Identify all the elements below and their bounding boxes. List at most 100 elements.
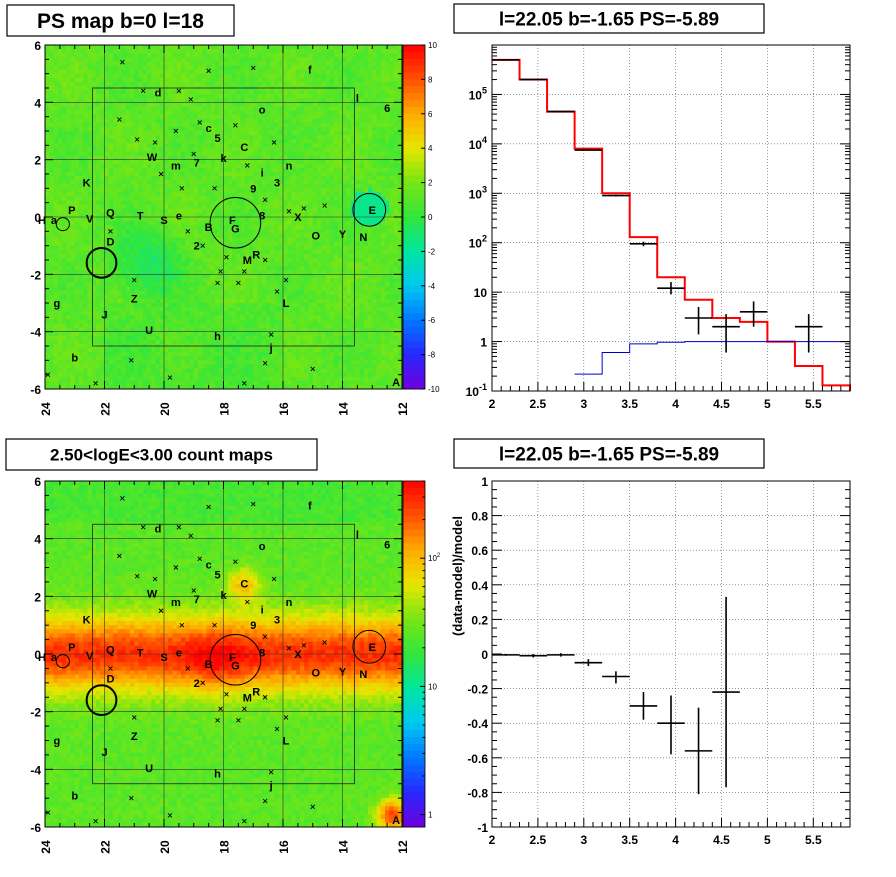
heatmap-cell [190,266,195,271]
heatmap-cell [241,287,246,292]
heatmap-cell [105,188,110,193]
heatmap-cell [275,192,280,197]
heatmap-cell [83,86,88,91]
heatmap-cell [109,143,114,148]
heatmap-cell [215,82,220,87]
heatmap-cell [117,303,122,308]
heatmap-cell [83,287,88,292]
heatmap-cell [292,78,297,83]
heatmap-cell [292,119,297,124]
heatmap-cell [147,233,152,238]
heatmap-cell [88,364,93,369]
heatmap-cell [173,307,178,312]
heatmap-cell [134,90,139,95]
heatmap-cell [262,225,267,230]
heatmap-cell [79,377,84,382]
heatmap-cell [168,49,173,54]
heatmap-cell [122,225,127,230]
heatmap-cell [194,283,199,288]
heatmap-cell [49,369,54,374]
heatmap-cell [185,217,190,222]
heatmap-cell [275,135,280,140]
heatmap-cell [105,283,110,288]
heatmap-cell [236,217,241,222]
heatmap-cell [139,197,144,202]
heatmap-cell [58,332,63,337]
heatmap-cell [109,53,114,58]
heatmap-cell [211,356,216,361]
heatmap-cell [45,65,50,70]
heatmap-cell [71,364,76,369]
heatmap-cell [181,381,186,386]
heatmap-cell [164,106,169,111]
heatmap-cell [262,274,267,279]
heatmap-cell [173,139,178,144]
heatmap-cell [62,360,67,365]
heatmap-cell [190,295,195,300]
heatmap-cell [109,106,114,111]
heatmap-cell [164,45,169,50]
heatmap-cell [54,176,59,181]
heatmap-cell [139,94,144,99]
heatmap-cell [54,323,59,328]
heatmap-cell [262,369,267,374]
heatmap-cell [215,74,220,79]
heatmap-cell [105,57,110,62]
heatmap-cell [287,332,292,337]
heatmap-cell [147,377,152,382]
heatmap-cell [296,188,301,193]
heatmap-cell [232,356,237,361]
heatmap-cell [66,147,71,152]
heatmap-cell [228,315,233,320]
heatmap-cell [126,90,131,95]
heatmap-cell [241,160,246,165]
heatmap-cell [147,283,152,288]
heatmap-cell [66,348,71,353]
heatmap-cell [215,217,220,222]
heatmap-cell [164,147,169,152]
heatmap-cell [122,315,127,320]
heatmap-cell [122,266,127,271]
heatmap-cell [49,201,54,206]
heatmap-cell [117,94,122,99]
heatmap-cell [66,168,71,173]
heatmap-cell [207,364,212,369]
heatmap-cell [75,258,80,263]
heatmap-cell [117,340,122,345]
heatmap-cell [287,151,292,156]
heatmap-cell [249,168,254,173]
heatmap-cell [215,315,220,320]
heatmap-cell [232,242,237,247]
heatmap-cell [122,336,127,341]
heatmap-cell [134,188,139,193]
heatmap-cell [232,160,237,165]
heatmap-cell [241,172,246,177]
heatmap-cell [241,49,246,54]
heatmap-cell [253,102,258,107]
heatmap-cell [143,307,148,312]
heatmap-cell [105,127,110,131]
heatmap-cell [215,184,220,189]
heatmap-cell [117,295,122,300]
heatmap-cell [147,307,152,312]
heatmap-cell [122,340,127,345]
heatmap-cell [287,348,292,353]
heatmap-cell [156,57,161,62]
heatmap-cell [139,192,144,197]
heatmap-cell [54,311,59,316]
heatmap-cell [92,61,97,66]
heatmap-cell [62,250,67,255]
heatmap-cell [190,49,195,54]
heatmap-cell [147,143,152,148]
heatmap-cell [75,242,80,247]
heatmap-cell [130,258,135,263]
heatmap-cell [126,143,131,148]
heatmap-cell [117,197,122,202]
heatmap-cell [79,299,84,304]
heatmap-cell [224,299,229,304]
heatmap-cell [58,201,63,206]
heatmap-cell [249,82,254,87]
heatmap-cell [173,53,178,58]
heatmap-cell [224,168,229,173]
heatmap-cell [96,74,101,79]
